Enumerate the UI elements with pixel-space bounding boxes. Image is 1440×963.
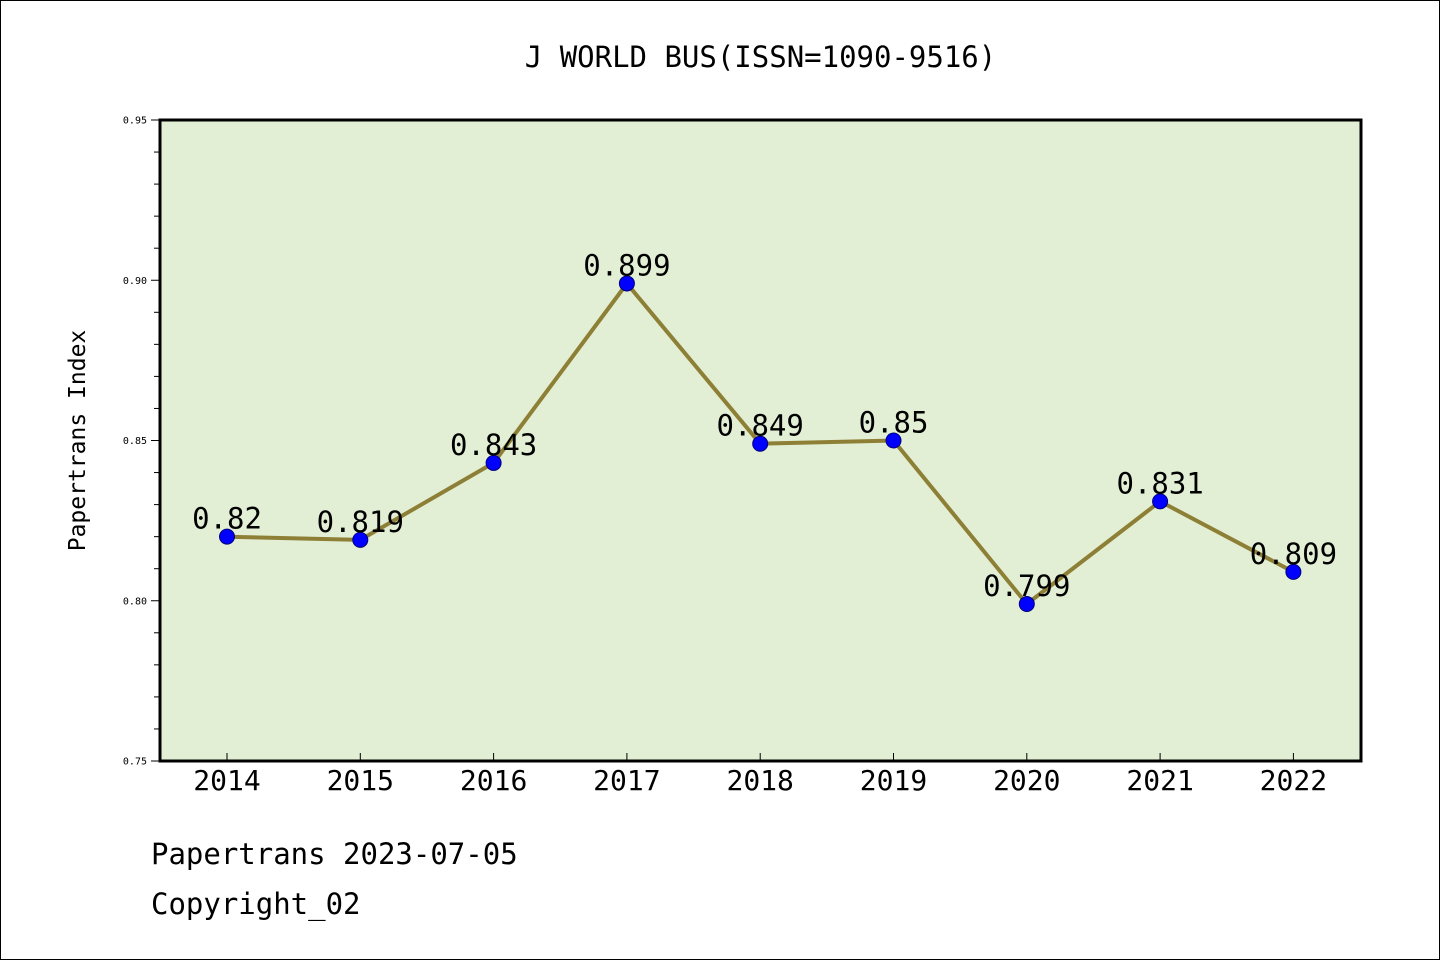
data-label: 0.82 (192, 502, 262, 536)
data-labels: 0.82 0.819 0.843 0.899 0.849 0.85 0.799 0.831 0.… (192, 248, 1337, 603)
data-markers (219, 275, 1302, 612)
data-point (618, 275, 635, 292)
data-point (219, 528, 235, 545)
x-tick-label: 2018 (726, 764, 793, 797)
data-label: 0.85 (859, 406, 929, 440)
x-tick-label: 2016 (460, 764, 527, 797)
x-tick-label: 2020 (993, 764, 1060, 797)
data-point (885, 432, 902, 449)
x-tick-label: 2019 (860, 764, 927, 797)
chart-title: J WORLD BUS(ISSN=1090-9516) (525, 40, 996, 74)
x-tick-label: 2021 (1126, 764, 1193, 797)
data-point (1285, 563, 1302, 580)
x-tick-label: 2015 (327, 764, 394, 797)
y-tick-label: 0.85 (123, 436, 147, 447)
data-point (352, 531, 369, 548)
data-point (485, 454, 502, 471)
y-tick-label: 0.75 (123, 757, 147, 768)
x-tick-label: 2014 (193, 764, 260, 797)
data-point (1152, 493, 1169, 510)
footer-copyright: Copyright_02 (151, 887, 361, 921)
data-point (1018, 595, 1035, 612)
data-label: 0.809 (1250, 537, 1337, 571)
data-label: 0.843 (450, 428, 537, 462)
data-label: 0.899 (583, 248, 670, 282)
axis-ticks: 0.75 0.80 0.85 0.90 0.95 2014 2015 2016 2017 2018… (123, 116, 1327, 798)
plot-frame (158, 118, 1363, 763)
y-tick-label: 0.95 (123, 116, 147, 127)
data-label: 0.799 (983, 569, 1070, 603)
data-label: 0.819 (317, 505, 404, 539)
y-axis-label: Papertrans Index (65, 330, 91, 552)
y-tick-label: 0.90 (123, 276, 147, 287)
data-label: 0.849 (717, 409, 804, 443)
x-tick-label: 2022 (1260, 764, 1327, 797)
y-tick-label: 0.80 (123, 596, 147, 607)
footer-date-line: Papertrans 2023-07-05 (151, 837, 518, 871)
x-tick-label: 2017 (593, 764, 660, 797)
data-point (752, 435, 769, 452)
data-label: 0.831 (1116, 466, 1203, 500)
